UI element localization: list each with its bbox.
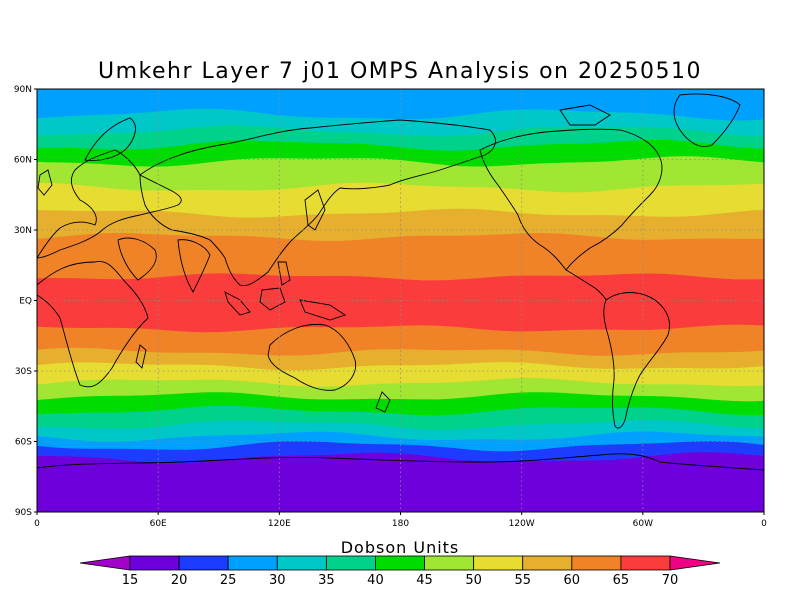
- x-tick-label: 120E: [268, 519, 291, 529]
- coast-africa: [37, 260, 149, 388]
- coast-scandinavia: [84, 117, 136, 161]
- y-tick-label: 60S: [15, 438, 32, 448]
- coast-madagascar: [135, 344, 147, 369]
- coast-north-america: [479, 128, 663, 271]
- colorbar: 15 20 25 30 35 40 45 50 55 60 65 70: [79, 555, 721, 588]
- colorbar-swatch: [227, 555, 278, 571]
- x-tick-label: 180: [392, 519, 409, 529]
- coast-south-america: [603, 292, 670, 429]
- coast-asia: [139, 119, 496, 287]
- y-tick-label: 30N: [14, 226, 32, 236]
- coast-britain: [37, 169, 53, 196]
- y-axis-ticks: 90N 60N 30N EQ 30S 60S 90S: [14, 85, 37, 518]
- colorbar-swatch: [522, 555, 573, 571]
- colorbar-label: 45: [416, 573, 433, 588]
- colorbar-label: 35: [318, 573, 335, 588]
- coast-antarctica: [37, 453, 764, 471]
- colorbar-label: 60: [564, 573, 581, 588]
- colorbar-swatch: [424, 555, 475, 571]
- coast-canada-islands: [559, 104, 611, 126]
- colorbar-label: 30: [269, 573, 286, 588]
- colorbar-label: 25: [220, 573, 237, 588]
- ozone-band-18: [37, 452, 764, 512]
- colorbar-title: Dobson Units: [341, 538, 460, 557]
- x-tick-label: 0: [34, 519, 40, 529]
- x-tick-label: 60W: [633, 519, 653, 529]
- map-area: [36, 88, 765, 513]
- x-axis-ticks: 0 60E 120E 180 120W 60W 0: [34, 512, 767, 529]
- x-tick-label: 0: [761, 519, 767, 529]
- y-tick-label: 30S: [15, 367, 32, 377]
- colorbar-swatch: [276, 555, 327, 571]
- y-tick-label: 90S: [15, 508, 32, 518]
- colorbar-label: 40: [367, 573, 384, 588]
- colorbar-swatch: [571, 555, 622, 571]
- coast-central-america: [565, 269, 607, 301]
- coast-india: [177, 239, 211, 293]
- coast-arabia: [117, 237, 157, 281]
- colorbar-label: 50: [465, 573, 482, 588]
- coast-australia: [267, 323, 357, 391]
- colorbar-arrow-high: [669, 555, 721, 571]
- y-tick-label: EQ: [19, 297, 32, 307]
- colorbar-label: 55: [514, 573, 531, 588]
- y-tick-label: 90N: [14, 85, 32, 95]
- colorbar-label: 20: [171, 573, 188, 588]
- coast-greenland: [673, 93, 741, 147]
- colorbar-label: 65: [613, 573, 630, 588]
- colorbar-label: 15: [122, 573, 139, 588]
- coast-philippines: [277, 261, 291, 286]
- colorbar-swatch: [375, 555, 425, 571]
- colorbar-swatch: [129, 555, 180, 571]
- coast-new-zealand: [375, 391, 391, 413]
- coastlines: [37, 93, 764, 471]
- colorbar-arrow-low: [79, 555, 131, 571]
- colorbar-label: 70: [662, 573, 679, 588]
- coast-new-guinea: [299, 299, 347, 321]
- colorbar-swatch: [325, 555, 376, 571]
- colorbar-swatch: [620, 555, 671, 571]
- colorbar-swatch: [473, 555, 524, 571]
- x-tick-label: 120W: [509, 519, 535, 529]
- x-tick-label: 60E: [150, 519, 167, 529]
- grid-lines: [37, 89, 764, 512]
- coast-japan: [304, 189, 326, 231]
- y-tick-label: 60N: [14, 156, 32, 166]
- colorbar-swatch: [178, 555, 229, 571]
- map-title: Umkehr Layer 7 j01 OMPS Analysis on 2025…: [98, 59, 702, 84]
- coast-borneo: [259, 287, 286, 311]
